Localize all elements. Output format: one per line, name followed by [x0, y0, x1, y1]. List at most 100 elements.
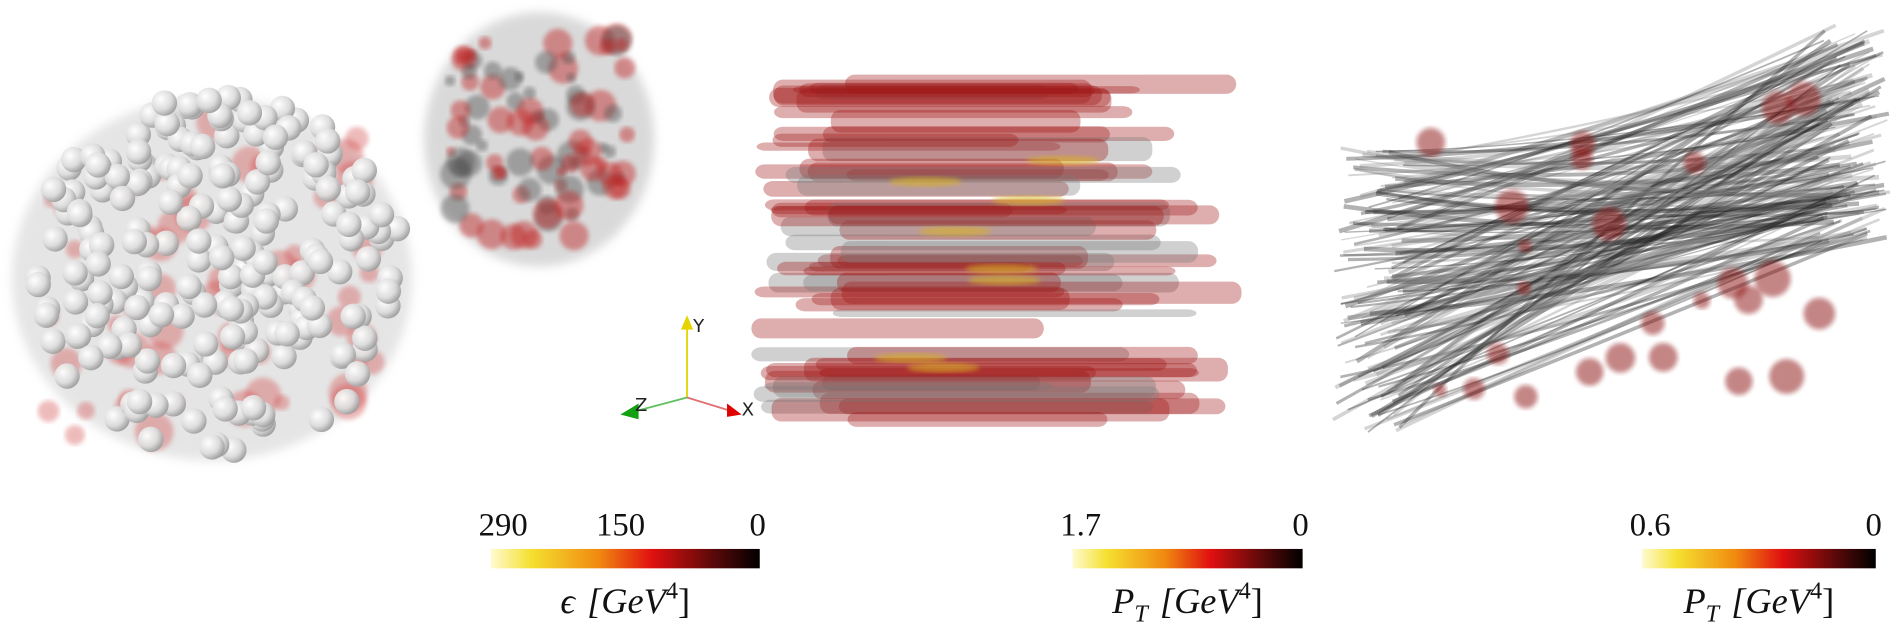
nucleon	[209, 245, 234, 270]
unit: [GeV	[1731, 581, 1814, 621]
colorbar-tick-label: 150	[596, 508, 645, 544]
streak	[833, 309, 1197, 317]
nucleon	[316, 176, 341, 201]
hotspot	[889, 177, 962, 187]
colorbar-gradient	[491, 549, 760, 568]
hotspot	[1514, 385, 1537, 408]
nucleon	[352, 158, 377, 183]
nucleon	[196, 88, 221, 113]
hotspot	[77, 402, 95, 420]
flow-streaks	[751, 75, 1241, 427]
unit: [GeV	[1160, 581, 1243, 621]
nucleon	[149, 302, 174, 327]
hotspot	[1606, 343, 1636, 373]
nucleon	[241, 395, 266, 420]
hotspot	[1694, 292, 1711, 309]
hotspot	[441, 194, 470, 223]
hotspot	[1754, 261, 1790, 297]
hotspot	[1495, 189, 1529, 223]
hotspot	[603, 175, 627, 199]
hotspot	[1804, 298, 1836, 330]
nucleon	[62, 260, 87, 285]
nucleon	[126, 139, 151, 164]
hotspot	[1434, 384, 1447, 397]
nucleon	[340, 304, 365, 329]
colorbar-label: PT[GeV4]	[1682, 578, 1834, 628]
nucleon	[138, 427, 163, 452]
nucleon	[42, 226, 67, 251]
nucleon	[66, 323, 91, 348]
nucleon	[300, 295, 325, 320]
colorbar-tick-label: 0	[1292, 508, 1308, 544]
nucleon	[158, 190, 183, 215]
nucleon	[252, 250, 277, 275]
axes-triad: Y Z X	[620, 315, 754, 421]
unit-close: ]	[1822, 581, 1834, 621]
hotspot	[559, 221, 588, 250]
hotspot	[1576, 358, 1603, 385]
colorbar-label: PT[GeV4]	[1111, 578, 1263, 628]
hotspot	[965, 264, 1038, 274]
hotspot	[919, 226, 992, 236]
nucleon	[237, 100, 262, 125]
colorbar: 1.7 0 PT[GeV4]	[1060, 508, 1308, 628]
nucleon	[152, 90, 177, 115]
nucleon	[127, 389, 152, 414]
hotspot	[454, 47, 473, 66]
axis-label: Y	[692, 316, 705, 337]
hotspot	[992, 196, 1065, 206]
streak	[809, 83, 1078, 95]
hotspot	[968, 275, 1041, 285]
hotspot	[569, 129, 593, 153]
hotspot	[570, 92, 595, 117]
nucleon	[369, 202, 394, 227]
hotspot	[523, 87, 536, 100]
page: Y Z X 2901500ϵ[GeV4]1.70PT[GeV4]0.60PT[G…	[0, 0, 1900, 635]
nucleon	[263, 125, 288, 150]
colorbar-gradient	[1072, 549, 1302, 568]
streak	[771, 206, 1164, 226]
streak	[751, 318, 1043, 338]
nucleon	[303, 152, 328, 177]
nucleon	[87, 280, 112, 305]
exponent: 4	[666, 578, 678, 605]
hotspot	[907, 363, 980, 373]
colorbar-tick-label: 0.6	[1630, 508, 1671, 544]
nucleon	[85, 251, 110, 276]
symbol: ϵ	[560, 581, 576, 621]
streak	[841, 241, 1198, 263]
hotspot	[614, 58, 635, 79]
nucleon	[177, 163, 202, 188]
nucleon	[255, 150, 280, 175]
hotspot	[874, 353, 947, 363]
nucleon	[220, 324, 245, 349]
nucleon	[54, 363, 79, 388]
hotspot	[451, 100, 471, 120]
hotspot	[479, 37, 492, 50]
hotspot	[517, 98, 544, 125]
figure: Y Z X 2901500ϵ[GeV4]1.70PT[GeV4]0.60PT[G…	[0, 0, 1900, 635]
nucleon	[274, 321, 299, 346]
hotspot	[619, 127, 635, 143]
nucleon	[217, 186, 242, 211]
nucleon	[345, 361, 370, 386]
hotspot	[1026, 156, 1099, 166]
nucleon	[345, 179, 370, 204]
nucleon	[122, 229, 147, 254]
hotspot	[510, 221, 538, 249]
nucleus-spheres	[12, 85, 412, 463]
hotspot	[1641, 312, 1664, 335]
hotspot	[518, 178, 542, 202]
hotspot	[1416, 128, 1445, 157]
hotspot	[1517, 281, 1531, 295]
nucleon	[187, 363, 212, 388]
nucleon	[84, 303, 109, 328]
colorbar-label: ϵ[GeV4]	[560, 578, 690, 622]
nucleon	[186, 228, 211, 253]
colorbar-tick-label: 1.7	[1060, 508, 1101, 544]
hotspot	[486, 154, 503, 171]
colorbar-tick-label: 0	[749, 508, 765, 544]
colorbar: 0.60PT[GeV4]	[1630, 508, 1882, 628]
nucleon	[219, 296, 244, 321]
